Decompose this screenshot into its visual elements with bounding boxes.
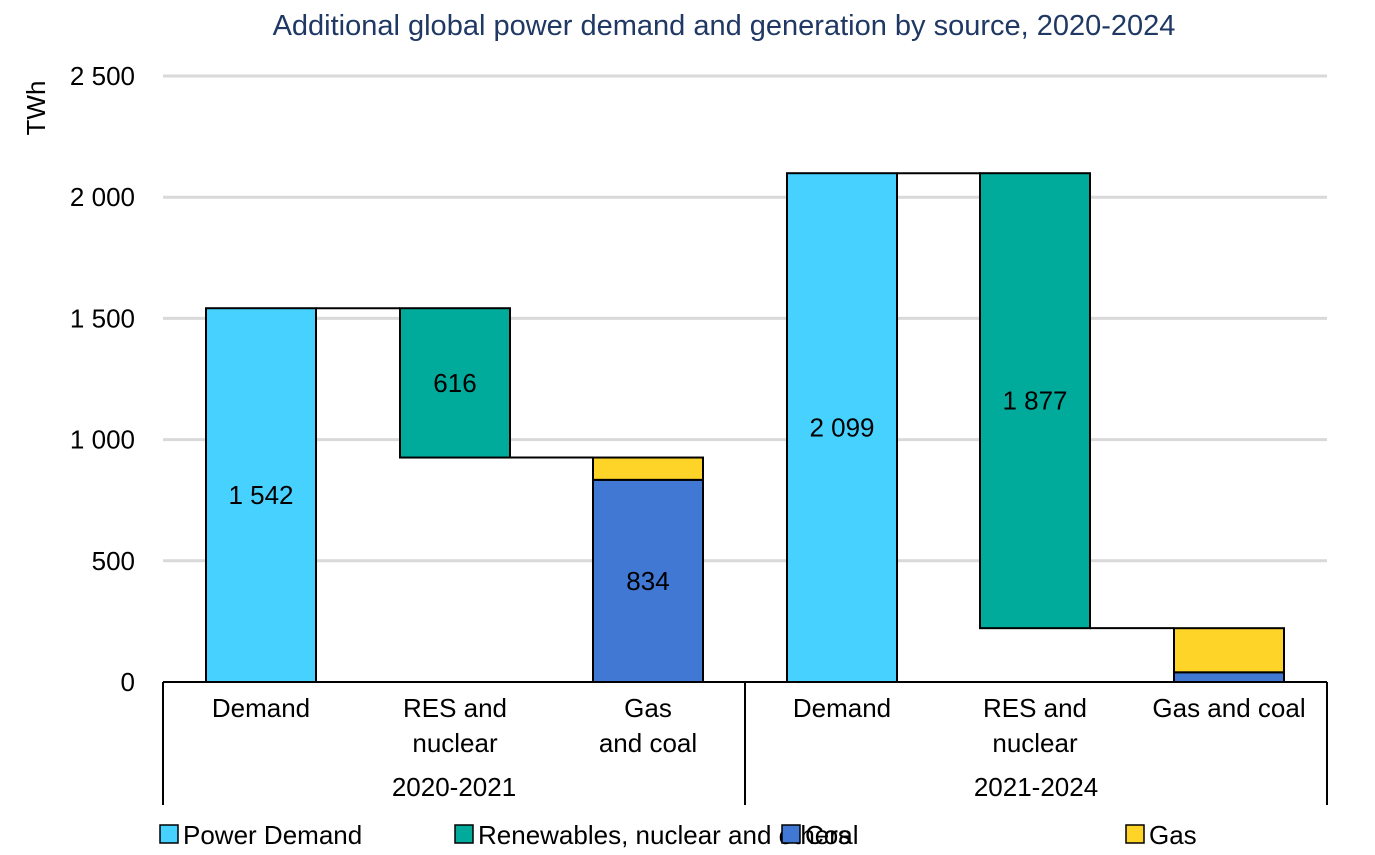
waterfall-connectors: [316, 172, 1174, 630]
bar-segment: [205, 307, 317, 683]
y-axis-ticks: 0 500 1 000 1 500 2 000 2 500: [70, 61, 135, 697]
legend-label: Gas: [1149, 820, 1197, 850]
gridlines: [163, 74, 1327, 563]
category-label: Gas: [624, 693, 672, 723]
y-tick-label: 500: [92, 546, 135, 576]
bar-segment: [1173, 671, 1285, 684]
category-label: RES and: [983, 693, 1087, 723]
data-label: 2 099: [809, 413, 874, 443]
category-label: nuclear: [412, 728, 498, 758]
legend-label: Coal: [805, 820, 858, 850]
legend-swatch: [1125, 824, 1145, 844]
data-label: 1 542: [228, 480, 293, 510]
bar-segment: [979, 172, 1091, 630]
category-label: RES and: [403, 693, 507, 723]
y-tick-label: 1 500: [70, 303, 135, 333]
category-label: and coal: [599, 728, 697, 758]
y-tick-label: 2 500: [70, 61, 135, 91]
category-label: nuclear: [992, 728, 1078, 758]
x-axis: Demand RES and nuclear Gas and coal Demand RES…: [162, 681, 1328, 805]
data-label: 616: [433, 368, 476, 398]
category-label: Demand: [793, 693, 891, 723]
category-label: Gas and coal: [1152, 693, 1305, 723]
bar-segment: [786, 172, 898, 683]
legend-swatch: [781, 824, 801, 844]
data-label: 834: [626, 566, 669, 596]
bar-segment: [1173, 627, 1285, 674]
legend: Power Demand Renewables, nuclear and othe…: [159, 820, 1197, 850]
y-tick-label: 0: [121, 667, 135, 697]
bars: [205, 172, 1285, 684]
bar-segment: [592, 456, 704, 481]
y-tick-label: 2 000: [70, 182, 135, 212]
bar-segment: [399, 307, 511, 459]
y-axis-label: TWh: [21, 81, 51, 136]
group-label: 2021-2024: [974, 772, 1098, 802]
legend-swatch: [454, 824, 474, 844]
data-labels: 1 542 616 834 2 099 1 877: [228, 368, 1067, 596]
group-label: 2020-2021: [392, 772, 516, 802]
y-tick-label: 1 000: [70, 425, 135, 455]
legend-label: Power Demand: [183, 820, 362, 850]
legend-swatch: [159, 824, 179, 844]
category-label: Demand: [212, 693, 310, 723]
data-label: 1 877: [1002, 386, 1067, 416]
chart-title: Additional global power demand and gener…: [273, 10, 1176, 42]
